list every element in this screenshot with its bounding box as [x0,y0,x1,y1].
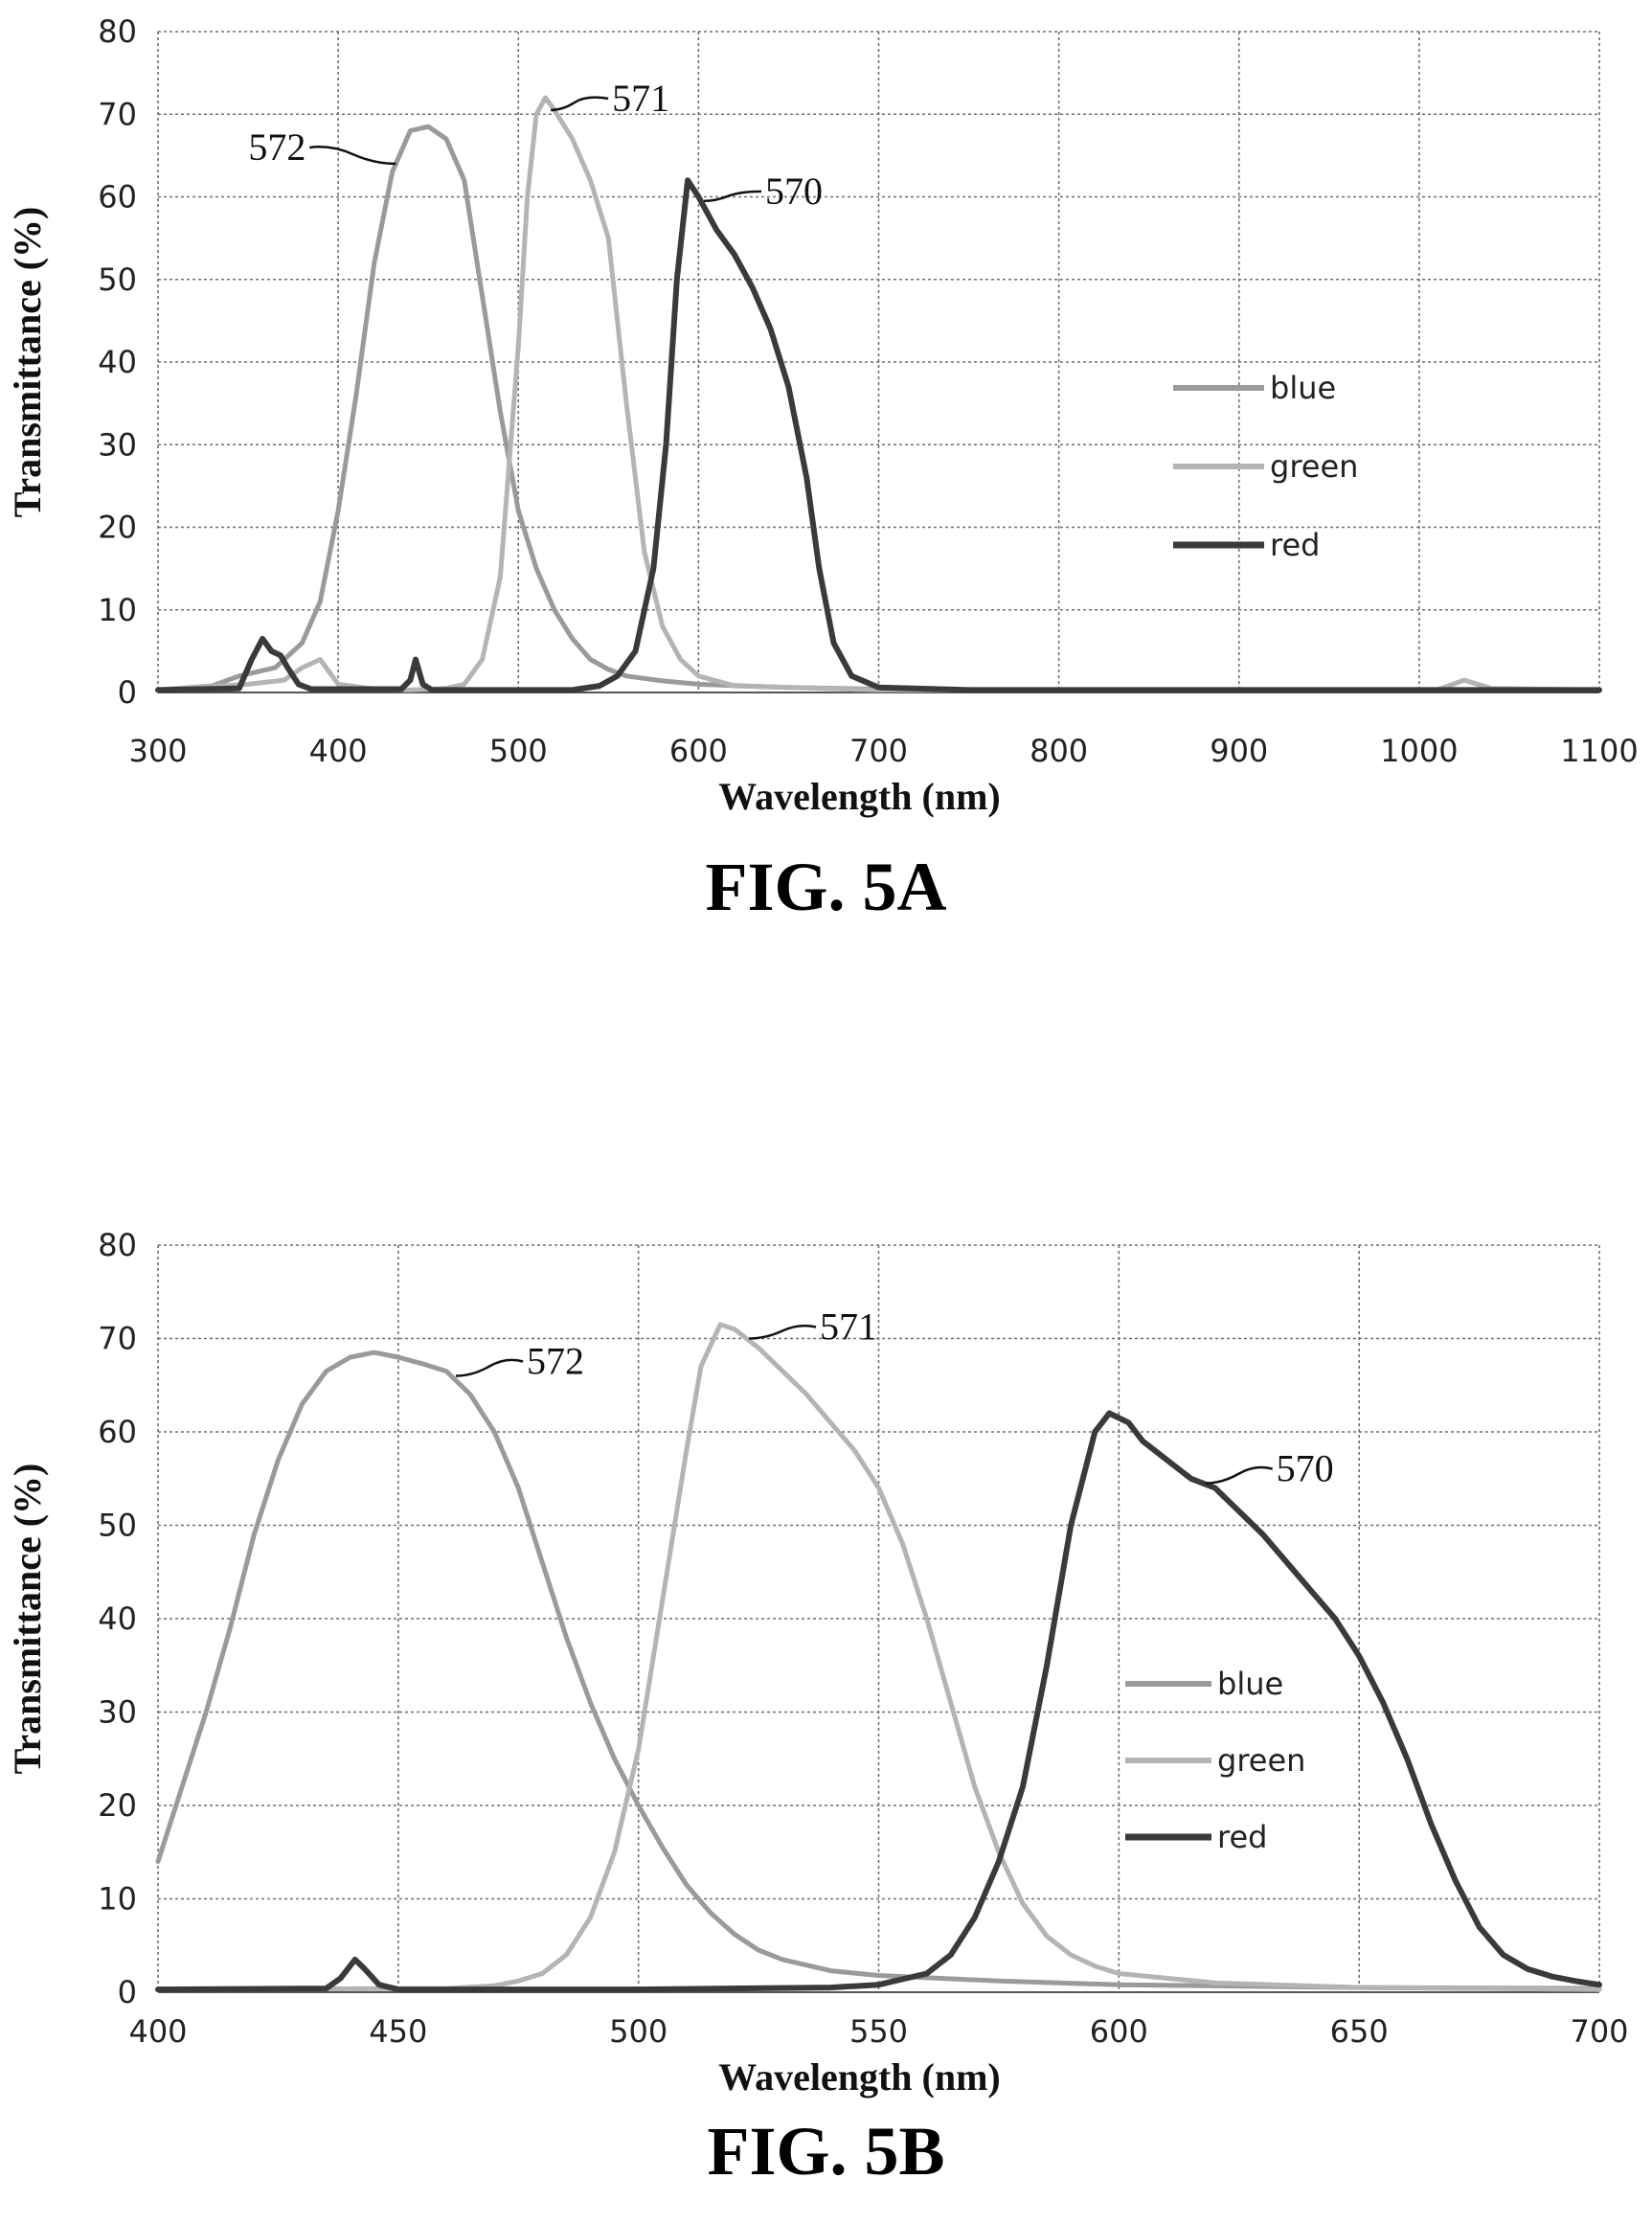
x-tick-label: 450 [369,2013,427,2050]
callout-leader-570 [1205,1465,1273,1485]
callout-label-571: 571 [612,77,669,120]
legend-label-blue: blue [1217,1666,1283,1702]
callout-leader-571 [749,1324,817,1340]
x-tick-label: 400 [309,733,368,769]
y-tick-label: 60 [98,179,137,216]
callout-leader-571 [551,96,609,112]
x-tick-label: 600 [1090,2013,1148,2050]
y-tick-label: 50 [98,1508,137,1544]
x-tick-label: 550 [849,2013,908,2050]
x-tick-label: 400 [128,2013,187,2050]
y-tick-label: 10 [98,1881,137,1918]
chart-5a: 0 10 20 30 40 50 60 70 80 300 400 500 600 700 800 900 10… [6,13,1639,818]
x-tick-label: 650 [1330,2013,1389,2050]
y-tick-label: 80 [98,1227,137,1263]
legend-label-red: red [1217,1819,1267,1855]
legend-label-green: green [1270,448,1358,485]
series-line-red [155,177,1602,693]
y-tick-label: 30 [98,426,137,463]
chart5b-legend: blue green red [1125,1666,1305,1855]
y-tick-label: 20 [98,1787,137,1824]
legend-label-red: red [1270,527,1320,563]
x-tick-label: 1000 [1380,733,1458,769]
callout-label-570: 570 [765,170,823,213]
x-axis-title: Wavelength (nm) [718,2055,1000,2099]
chart-5b: 0 10 20 30 40 50 60 70 80 400 450 500 550 600 650 700 Wa… [6,1227,1629,2099]
y-tick-label: 20 [98,510,137,546]
series-line-green [155,1322,1602,1992]
series-line-red [155,1410,1602,1993]
y-tick-label: 10 [98,592,137,628]
y-tick-label: 70 [98,96,137,132]
callout-label-570: 570 [1277,1447,1334,1490]
series-line-blue [155,124,1602,692]
callout-label-572: 572 [248,125,306,169]
chart5a-gridlines [157,31,1600,693]
chart5b-gridlines [157,1244,1600,1993]
x-tick-label: 500 [609,2013,668,2050]
y-axis-title: Transmittance (%) [6,1464,49,1775]
y-tick-label: 40 [98,344,137,380]
callout-leader-572 [456,1358,524,1377]
series-line-blue [155,1350,1602,1991]
y-axis-title: Transmittance (%) [6,207,49,518]
callout-leader-572 [309,146,396,166]
y-tick-label: 80 [98,13,137,50]
callout-label-571: 571 [820,1305,877,1349]
y-tick-label: 70 [98,1321,137,1357]
figure-5a: 0 10 20 30 40 50 60 70 80 300 400 500 600 700 800 900 10… [0,0,1652,958]
y-tick-label: 0 [118,1974,137,2010]
y-tick-label: 0 [118,674,137,711]
x-tick-label: 700 [1570,2013,1628,2050]
series-line-green [155,95,1602,692]
y-tick-label: 60 [98,1414,137,1450]
x-axis-title: Wavelength (nm) [718,775,1000,818]
figure-caption-5b: FIG. 5B [707,2113,945,2190]
callout-leader-570 [704,190,762,203]
y-tick-label: 40 [98,1600,137,1637]
legend-label-blue: blue [1270,370,1336,406]
x-tick-label: 800 [1030,733,1088,769]
chart5a-legend: blue green red [1173,370,1358,563]
x-tick-label: 900 [1210,733,1268,769]
y-tick-label: 30 [98,1694,137,1731]
x-tick-label: 1100 [1560,733,1638,769]
figure-5b: 0 10 20 30 40 50 60 70 80 400 450 500 550 600 650 700 Wa… [0,1216,1652,2224]
x-tick-label: 300 [128,733,187,769]
x-tick-label: 600 [669,733,728,769]
figure-caption-5a: FIG. 5A [705,849,947,925]
callout-label-572: 572 [527,1340,584,1383]
x-tick-label: 700 [849,733,908,769]
x-tick-label: 500 [489,733,548,769]
y-tick-label: 50 [98,261,137,298]
legend-label-green: green [1217,1742,1305,1779]
